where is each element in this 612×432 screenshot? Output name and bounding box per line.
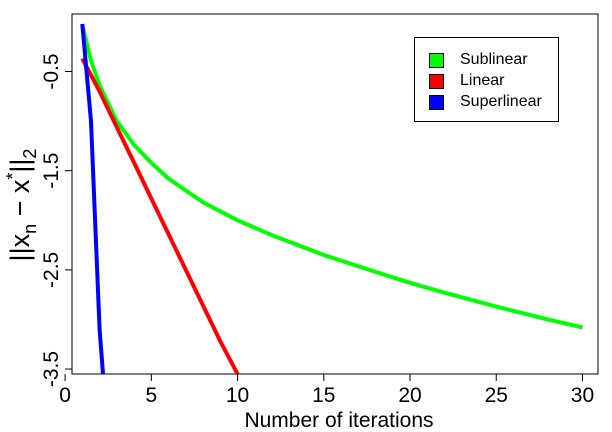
- y-axis: -0.5 -1.5 -2.5 -3.5: [40, 53, 72, 387]
- x-tick-label: 5: [145, 384, 157, 407]
- legend-label-linear: Linear: [460, 72, 505, 89]
- y-tick-label: -3.5: [40, 351, 63, 387]
- legend-swatch-linear: [429, 73, 444, 89]
- series-layer: [80, 23, 583, 374]
- svg-text:||xn − x*||2: ||xn − x*||2: [3, 149, 40, 262]
- x-axis: 0 5 10 15 20 25 30: [59, 374, 594, 407]
- legend-label-sublinear: Sublinear: [460, 51, 528, 68]
- legend: Sublinear Linear Superlinear: [414, 37, 559, 122]
- x-tick-label: 30: [571, 384, 594, 407]
- series-line-superlinear: [80, 23, 105, 374]
- x-tick-label: 0: [59, 384, 71, 407]
- legend-item-sublinear: Sublinear: [429, 50, 528, 70]
- series-line-sublinear: [80, 24, 583, 330]
- plot-frame: [71, 13, 599, 375]
- series-line-linear: [80, 57, 240, 374]
- x-axis-label: Number of iterations: [244, 409, 433, 432]
- x-tick-label: 20: [398, 384, 421, 407]
- x-tick-label: 15: [312, 384, 335, 407]
- x-tick-label: 10: [226, 384, 249, 407]
- y-axis-label: ||xn − x*||2: [3, 149, 40, 262]
- x-tick-label: 25: [485, 384, 508, 407]
- legend-item-linear: Linear: [429, 71, 504, 91]
- legend-item-superlinear: Superlinear: [429, 92, 542, 112]
- y-tick-label: -2.5: [40, 252, 63, 288]
- legend-swatch-sublinear: [429, 52, 444, 68]
- legend-label-superlinear: Superlinear: [460, 93, 542, 110]
- y-tick-label: -0.5: [40, 53, 63, 89]
- y-tick-label: -1.5: [40, 153, 63, 189]
- legend-swatch-superlinear: [429, 94, 444, 110]
